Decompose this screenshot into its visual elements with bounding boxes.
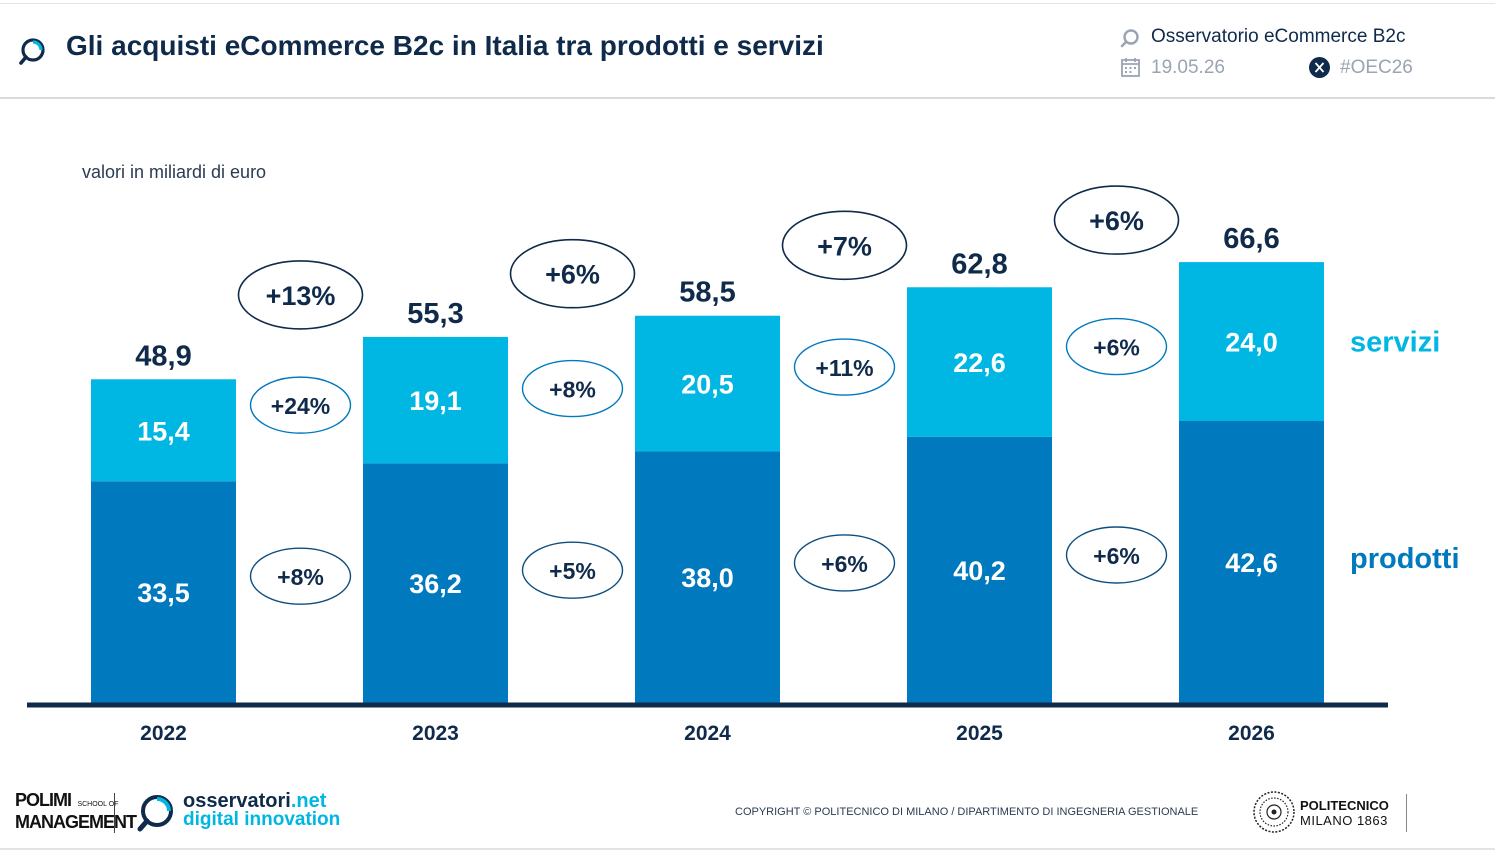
calendar-icon <box>1121 58 1140 77</box>
data-label-prodotti: 40,2 <box>953 556 1006 586</box>
x-tick-label: 2025 <box>956 722 1003 745</box>
total-label: 62,8 <box>951 248 1007 280</box>
data-label-servizi: 24,0 <box>1225 328 1278 358</box>
data-label-prodotti: 38,0 <box>681 563 734 593</box>
x-tick-label: 2023 <box>412 722 459 745</box>
milano-text: MILANO 1863 <box>1300 813 1388 828</box>
osservatori-logo: osservatori.net <box>183 790 326 813</box>
copyright-text: COPYRIGHT © POLITECNICO DI MILANO / DIPA… <box>735 806 1199 818</box>
x-tick-label: 2026 <box>1228 722 1275 745</box>
footer-right-divider <box>1406 794 1407 832</box>
bar-servizi <box>907 287 1052 437</box>
legend-servizi: servizi <box>1350 327 1440 359</box>
growth-servizi-bubble <box>793 338 896 396</box>
growth-total-bubble <box>237 260 364 330</box>
growth-servizi-bubble <box>521 359 624 418</box>
growth-prodotti-bubble <box>521 541 624 599</box>
data-label-prodotti: 33,5 <box>137 578 190 608</box>
x-tick-label: 2022 <box>140 722 187 745</box>
total-label: 48,9 <box>135 340 191 372</box>
page-title: Gli acquisti eCommerce B2c in Italia tra… <box>66 30 824 61</box>
growth-prodotti-bubble <box>249 547 352 605</box>
growth-prodotti-label: +6% <box>821 551 868 577</box>
stacked-bar-chart: valori in miliardi di euro 33,5 15,4 48,9 2… <box>27 162 1460 745</box>
bar-servizi <box>91 379 236 482</box>
osservatori-net-text: .net <box>290 790 327 812</box>
total-label: 66,6 <box>1223 223 1279 255</box>
growth-servizi-label: +24% <box>271 393 330 419</box>
data-label-servizi: 22,6 <box>953 348 1006 378</box>
bar-prodotti <box>91 481 236 703</box>
growth-prodotti-bubble <box>1065 526 1168 584</box>
bar-servizi <box>1179 262 1324 421</box>
growth-servizi-label: +11% <box>815 355 873 381</box>
magnifier-icon <box>1120 29 1139 48</box>
data-label-servizi: 19,1 <box>409 386 462 416</box>
growth-servizi-bubble <box>249 376 352 434</box>
data-label-servizi: 15,4 <box>137 416 190 446</box>
growth-total-bubble <box>509 238 636 309</box>
bar-prodotti <box>907 436 1052 703</box>
osservatori-text: osservatori <box>183 790 291 812</box>
growth-total-label: +7% <box>817 231 872 261</box>
growth-total-label: +6% <box>1089 206 1144 236</box>
bar-servizi <box>363 336 508 464</box>
growth-total-label: +13% <box>266 281 336 311</box>
data-label-prodotti: 42,6 <box>1225 548 1278 578</box>
polimi-logo: POLIMI SCHOOL OF <box>15 790 118 811</box>
polimi-school-text: SCHOOL OF <box>77 801 119 808</box>
legend-prodotti: prodotti <box>1350 543 1460 575</box>
footer-border <box>0 848 1495 850</box>
digital-innovation-text: digital innovation <box>183 809 341 830</box>
source-label: Osservatorio eCommerce B2c <box>1151 26 1406 47</box>
growth-servizi-label: +8% <box>549 377 596 403</box>
bar-prodotti <box>1179 420 1324 703</box>
politecnico-seal-icon <box>1253 791 1295 833</box>
growth-prodotti-label: +8% <box>277 564 324 590</box>
chart-subtitle: valori in miliardi di euro <box>82 162 266 182</box>
x-tick-label: 2024 <box>684 722 731 745</box>
data-label-prodotti: 36,2 <box>409 569 462 599</box>
growth-total-bubble <box>1053 185 1180 255</box>
bar-servizi <box>635 315 780 452</box>
top-border <box>0 3 1495 4</box>
polimi-logo-text: POLIMI <box>15 790 72 810</box>
growth-total-label: +6% <box>545 260 600 290</box>
growth-servizi-bubble <box>1065 317 1168 376</box>
header-divider <box>0 97 1495 99</box>
date-label: 19.05.26 <box>1151 57 1225 78</box>
x-social-icon[interactable] <box>1309 57 1330 78</box>
total-label: 55,3 <box>407 298 463 330</box>
growth-total-bubble <box>781 210 908 281</box>
growth-prodotti-bubble <box>793 534 896 592</box>
management-logo-text: MANAGEMENT <box>15 812 137 832</box>
politecnico-text: POLITECNICO <box>1300 798 1389 813</box>
footer-divider <box>114 793 115 833</box>
bar-prodotti <box>363 463 508 703</box>
total-label: 58,5 <box>679 277 735 309</box>
growth-prodotti-label: +6% <box>1093 543 1140 569</box>
osservatori-logo-icon <box>137 795 173 832</box>
growth-servizi-label: +6% <box>1093 335 1140 361</box>
growth-prodotti-label: +5% <box>549 558 596 584</box>
bar-prodotti <box>635 451 780 703</box>
magnifier-logo-icon <box>19 38 45 65</box>
hashtag-label[interactable]: #OEC26 <box>1340 57 1413 78</box>
data-label-servizi: 20,5 <box>681 370 734 400</box>
